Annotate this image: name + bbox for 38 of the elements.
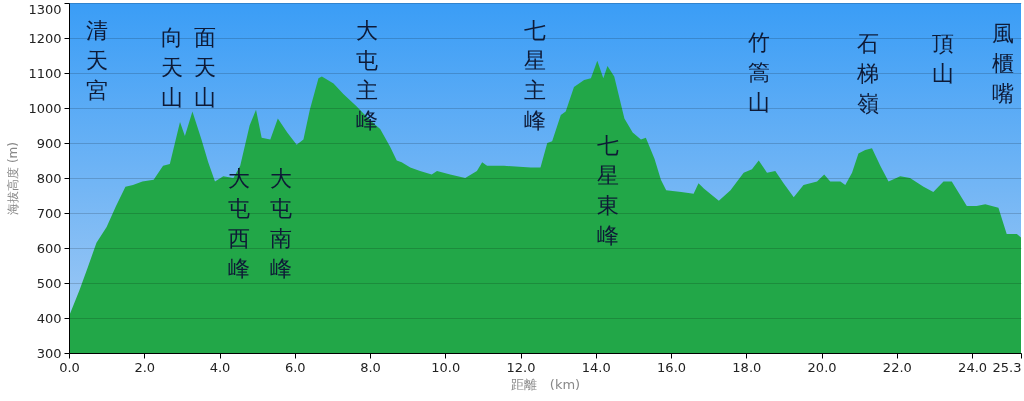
annotation: 七星東峰 <box>597 132 619 250</box>
x-axis-title: 距離 (km) <box>510 376 581 392</box>
x-tick-label: 22.0 <box>882 359 912 375</box>
y-tick-label: 1000 <box>28 100 62 116</box>
y-tick-label: 600 <box>36 240 62 256</box>
annotation: 風櫃嘴 <box>992 20 1014 108</box>
y-tick-label: 500 <box>36 275 62 291</box>
x-tick-label: 25.3 <box>992 359 1022 375</box>
y-tick-label: 1100 <box>28 65 62 81</box>
y-tick-label: 900 <box>36 135 62 151</box>
x-tick-label: 8.0 <box>360 359 381 375</box>
x-tick-label: 12.0 <box>506 359 536 375</box>
y-tick-label: 400 <box>36 310 62 326</box>
y-tick-label: 700 <box>36 205 62 221</box>
annotation: 清天宮 <box>86 17 108 105</box>
y-tick-label: 1200 <box>28 30 62 46</box>
x-tick-label: 10.0 <box>431 359 461 375</box>
y-tick-label: 1300 <box>28 1 62 17</box>
annotation: 頂山 <box>932 30 954 88</box>
x-tick-label: 2.0 <box>134 359 156 375</box>
x-tick-label: 16.0 <box>657 359 687 375</box>
x-tick-label: 0.0 <box>59 359 80 375</box>
x-tick-label: 6.0 <box>284 359 306 375</box>
annotation: 大屯西峰 <box>228 165 250 283</box>
y-tick-label: 800 <box>36 170 62 186</box>
x-tick-label: 20.0 <box>807 359 837 375</box>
annotation: 向天山 <box>161 24 183 112</box>
annotation: 石梯嶺 <box>857 30 879 118</box>
y-axis-title: 海拔高度 (m) <box>6 142 21 215</box>
x-tick-label: 4.0 <box>209 359 231 375</box>
x-tick-label: 24.0 <box>958 359 988 375</box>
annotation: 七星主峰 <box>524 17 546 135</box>
annotation: 大屯南峰 <box>270 165 292 283</box>
x-tick-label: 18.0 <box>732 359 762 375</box>
annotation: 面天山 <box>194 24 216 112</box>
x-tick-label: 14.0 <box>581 359 611 375</box>
y-tick-label: 300 <box>36 345 62 361</box>
annotation: 竹篙山 <box>748 29 770 117</box>
